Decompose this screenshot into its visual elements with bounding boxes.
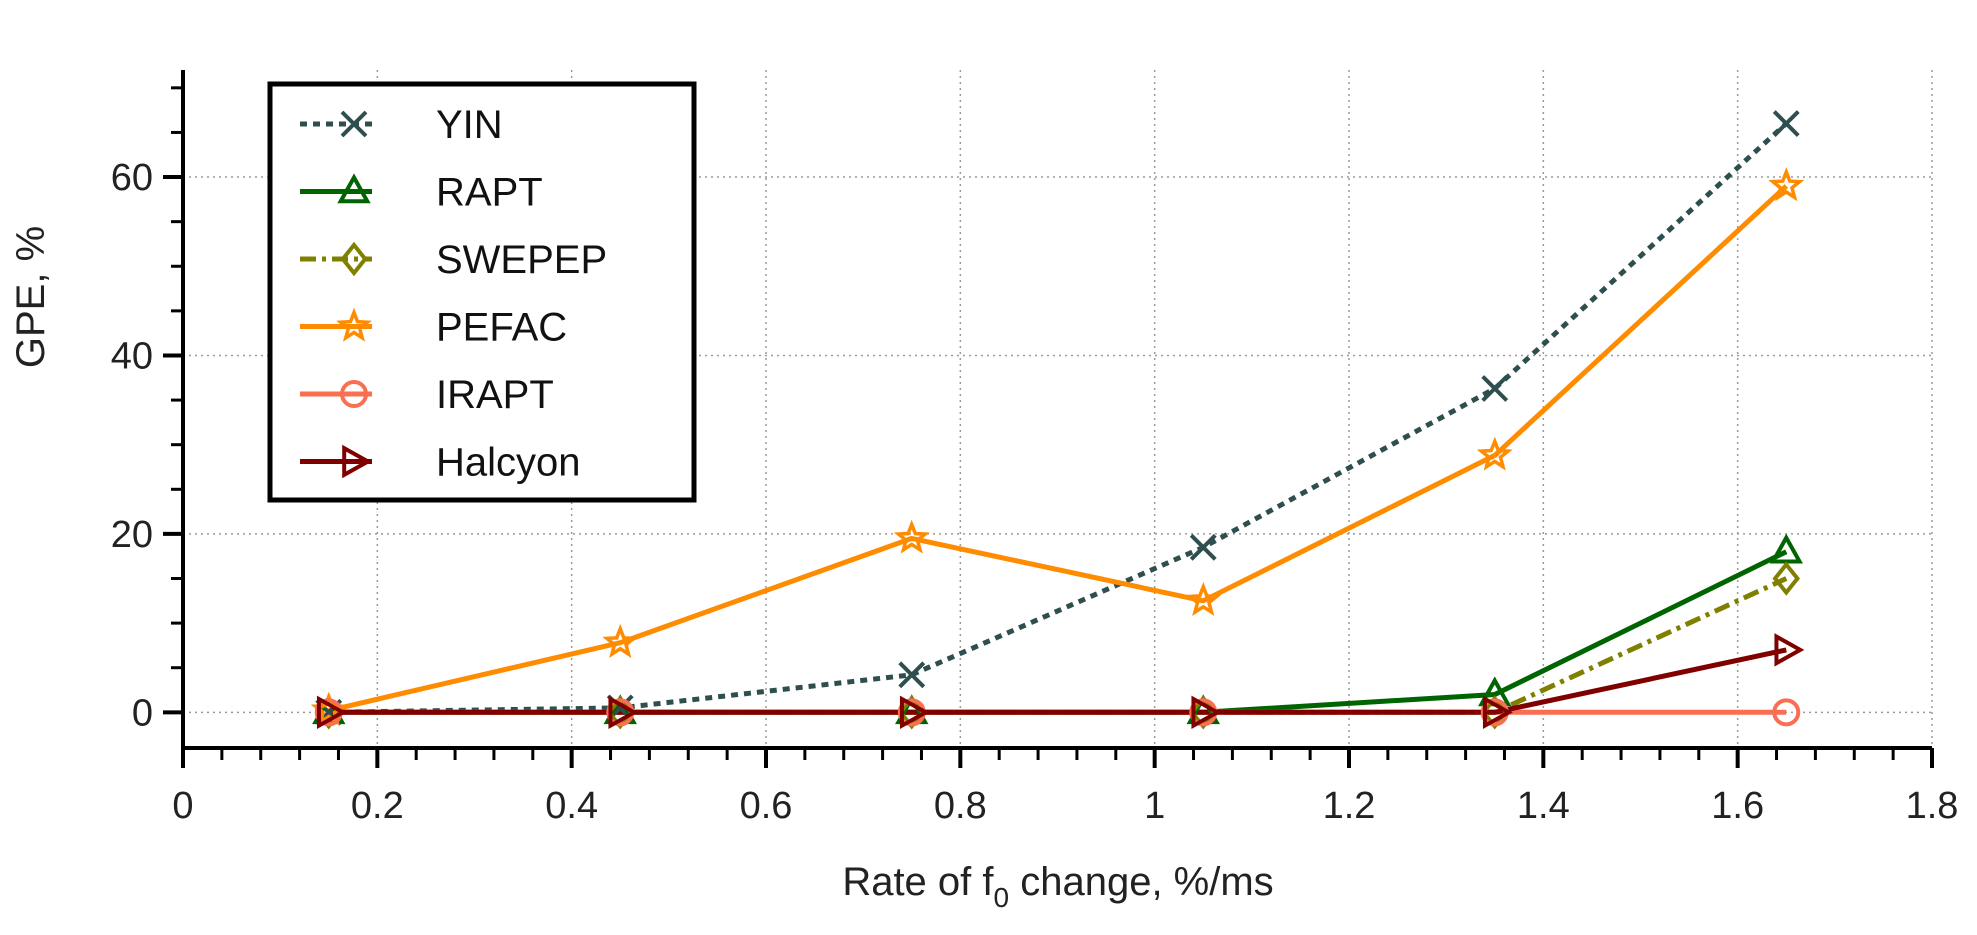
data-point-pefac [602,623,639,659]
legend-marker-pefac [336,307,372,342]
legend-label-swepep: SWEPEP [436,238,607,282]
y-tick-label: 0 [132,692,153,734]
data-point-pefac [1768,167,1805,202]
x-tick-label: 0.6 [740,785,793,827]
data-point-halcyon [316,695,347,730]
data-point-pefac [893,519,930,554]
x-axis-label-subscript: 0 [994,882,1010,913]
legend-label-irapt: IRAPT [436,373,554,417]
data-point-yin-stroke [898,661,926,689]
series-line-pefac [328,184,1788,713]
legend-marker-yin [340,110,368,138]
y-tick-label: 60 [111,157,153,199]
grid-lines [183,70,1933,748]
x-tick-label: 1.6 [1711,785,1764,827]
legend-box [267,81,697,503]
data-point-irapt [1772,698,1801,727]
legend-marker-halcyon [342,444,373,479]
x-axis-label-main: Rate of f [842,860,994,904]
data-point-halcyon [899,695,930,730]
data-point-yin [898,661,926,689]
x-tick-label: 0.4 [545,785,598,827]
series-lines [328,121,1788,715]
x-axis-label: Rate of f0 change, %/ms [842,860,1273,913]
y-tick-label: 20 [111,514,153,556]
x-tick-label: 0 [172,785,193,827]
data-point-yin-stroke [1772,110,1800,137]
legend-marker-swepep [340,241,368,277]
data-point-pefac [1476,436,1513,471]
data-point-yin [1772,110,1800,137]
data-point-yin [1481,375,1509,402]
y-tick-label: 40 [111,335,153,377]
legend-marker-rapt [337,173,371,204]
x-tick-label: 0.8 [934,785,987,827]
legend: YIN RAPT SWEPEP PEFAC IRAPT Halcyon [267,81,697,503]
x-tick-label: 1 [1144,785,1165,827]
legend-marker-yin-stroke [340,110,368,138]
x-tick-label: 1.2 [1323,785,1376,827]
data-point-halcyon [1482,695,1513,730]
data-point-halcyon [1774,633,1805,667]
data-point-yin-stroke [1189,533,1217,561]
data-point-halcyon [1191,695,1222,730]
legend-label-rapt: RAPT [436,171,543,215]
x-tick-label: 1.4 [1517,785,1570,827]
legend-label-yin: YIN [436,103,503,147]
x-axis-label-suffix: change, %/ms [1009,860,1274,904]
data-point-yin [1189,533,1217,561]
y-axis-label: GPE, % [9,226,53,368]
data-point-swepep [1772,561,1801,596]
data-point-pefac [1185,581,1222,617]
data-point-halcyon [608,695,639,730]
axes: 0 0.2 0.4 0.6 0.8 1 1.2 1.4 1.6 1.8 0 20 40 60 [111,70,1959,827]
data-point-yin-stroke [1481,375,1509,402]
x-tick-label: 0.2 [351,785,404,827]
x-tick-label: 1.8 [1906,785,1959,827]
series-line-swepep [328,576,1788,715]
series-line-rapt [328,549,1788,715]
series-line-yin [328,121,1788,715]
legend-marker-irapt [340,380,368,408]
legend-label-pefac: PEFAC [436,306,567,350]
series-markers [310,110,1805,730]
legend-label-halcyon: Halcyon [436,441,581,485]
data-point-rapt [1769,533,1803,564]
series-line-halcyon [328,647,1787,715]
